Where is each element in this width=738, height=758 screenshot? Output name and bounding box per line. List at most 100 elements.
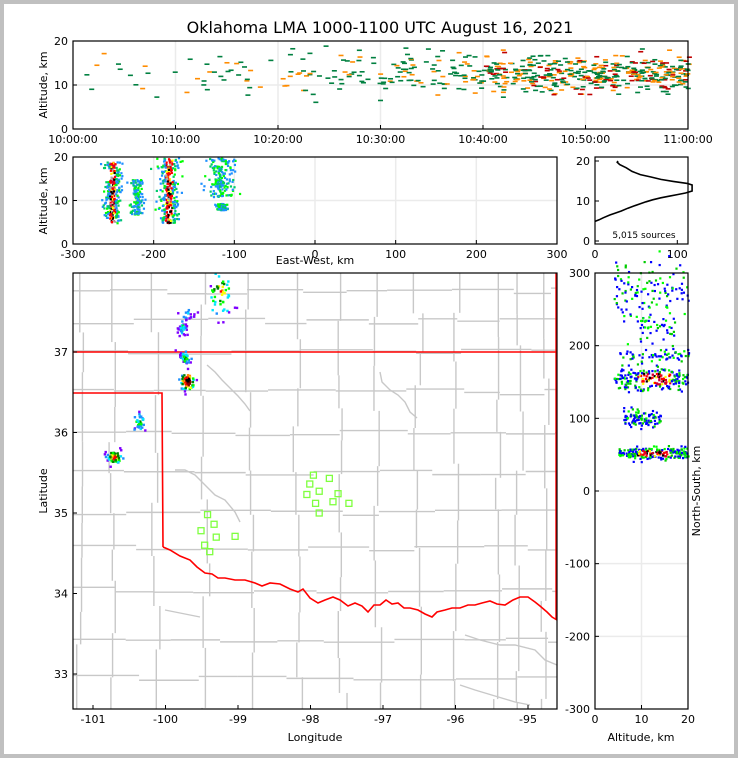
storm-source-mark (233, 306, 237, 309)
source-mark (672, 273, 675, 276)
source-mark (636, 363, 640, 366)
source-mark (670, 71, 676, 73)
source-mark (244, 80, 250, 82)
source-mark (531, 75, 537, 78)
source-mark (371, 62, 377, 65)
source-mark (525, 87, 531, 89)
source-mark (120, 177, 123, 180)
source-mark (661, 85, 667, 88)
y-tick-label: 34 (54, 588, 68, 601)
source-mark (167, 172, 170, 175)
lma-station-marker (325, 474, 334, 483)
storm-source-mark (182, 379, 186, 383)
source-mark (398, 79, 404, 82)
source-mark (629, 358, 632, 361)
source-mark (672, 451, 675, 454)
source-mark (687, 353, 690, 356)
source-mark (165, 188, 168, 191)
source-mark (686, 455, 689, 458)
source-mark (173, 205, 176, 208)
source-mark (670, 380, 674, 383)
source-mark (645, 448, 648, 451)
source-mark (214, 178, 217, 181)
source-mark (649, 331, 652, 335)
source-mark (166, 194, 169, 197)
source-mark (111, 204, 114, 207)
source-mark (162, 179, 165, 182)
source-mark (117, 200, 120, 203)
source-mark (663, 350, 666, 353)
source-mark (665, 93, 671, 95)
source-mark (232, 178, 235, 182)
source-mark (461, 88, 467, 91)
source-mark (164, 219, 168, 222)
source-mark (116, 194, 119, 197)
source-mark (643, 320, 647, 323)
source-mark (662, 380, 665, 383)
source-mark (220, 168, 223, 171)
source-mark (168, 186, 171, 189)
source-mark (357, 56, 363, 58)
source-mark (160, 166, 163, 169)
source-mark (167, 158, 171, 161)
source-mark (133, 180, 136, 183)
time-height-panel: 10:00:00 10:10:00 10:20:00 10:30:00 10:40:00… (48, 35, 712, 146)
storm-source-mark (138, 422, 141, 426)
source-mark (628, 380, 632, 383)
source-mark (408, 57, 414, 60)
source-mark (231, 188, 234, 191)
source-mark (645, 371, 648, 374)
storm-source-mark (116, 452, 119, 455)
source-mark (658, 379, 661, 382)
source-mark (673, 375, 676, 378)
source-mark (658, 358, 661, 361)
storm-source-mark (221, 309, 225, 312)
source-mark (435, 94, 441, 96)
source-mark (667, 387, 670, 390)
source-mark (598, 72, 604, 74)
source-mark (154, 96, 160, 98)
source-mark (113, 197, 116, 200)
source-mark (680, 390, 683, 393)
source-mark (649, 77, 655, 79)
source-mark (200, 182, 203, 185)
storm-source-mark (235, 306, 239, 310)
source-mark (116, 169, 119, 172)
source-mark (611, 68, 617, 71)
source-mark (638, 374, 641, 377)
source-mark (667, 447, 670, 451)
source-mark (636, 445, 639, 448)
source-mark (436, 59, 442, 62)
source-mark (394, 64, 400, 67)
source-mark (581, 61, 587, 63)
source-mark (113, 182, 116, 185)
source-mark (135, 202, 138, 206)
storm-source-mark (182, 325, 186, 329)
source-mark (204, 88, 210, 91)
source-count-annotation: 5,015 sources (612, 231, 676, 241)
source-mark (168, 184, 171, 187)
source-mark (571, 75, 577, 78)
source-mark (108, 209, 112, 212)
source-mark (84, 74, 90, 76)
source-mark (647, 379, 650, 382)
source-mark (176, 191, 179, 194)
source-mark (642, 369, 645, 372)
source-mark (612, 86, 618, 89)
source-mark (645, 375, 648, 378)
source-mark (594, 77, 600, 79)
source-mark (678, 65, 684, 67)
source-mark (632, 356, 635, 359)
source-mark (108, 203, 112, 206)
source-mark (631, 353, 634, 356)
source-mark (397, 71, 403, 73)
source-mark (179, 160, 182, 163)
source-mark (626, 350, 629, 353)
source-mark (216, 166, 219, 169)
source-mark (225, 182, 229, 185)
source-mark (686, 286, 689, 289)
source-mark (594, 72, 600, 74)
source-mark (662, 86, 668, 89)
x-tick-label: 0 (592, 713, 599, 726)
x-tick-label: -99 (229, 713, 247, 726)
